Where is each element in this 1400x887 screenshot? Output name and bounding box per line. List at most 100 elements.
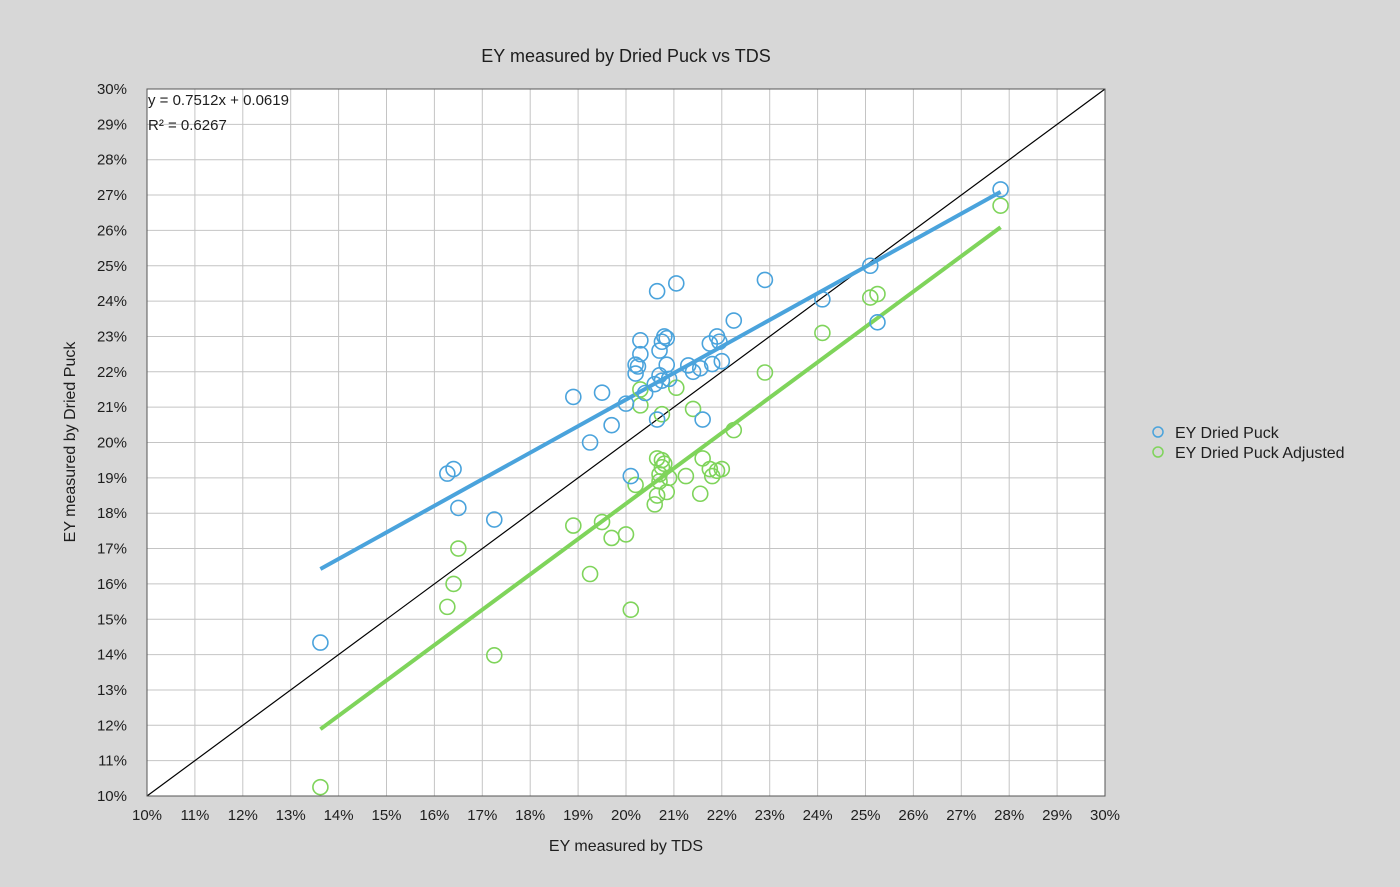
data-point-ey-dried-puck xyxy=(725,312,743,329)
x-tick-label: 22% xyxy=(707,807,737,824)
data-point-ey-dried-puck-adjusted xyxy=(869,285,886,303)
data-point-ey-dried-puck xyxy=(861,257,879,275)
data-point-ey-dried-puck xyxy=(667,275,685,292)
y-tick-label: 27% xyxy=(97,187,127,204)
data-point-ey-dried-puck xyxy=(648,282,666,300)
x-tick-label: 16% xyxy=(419,807,449,824)
data-point-ey-dried-puck-adjusted xyxy=(581,565,599,583)
legend-label-ey-dried-puck: EY Dried Puck xyxy=(1175,425,1280,442)
x-tick-label: 13% xyxy=(276,807,306,824)
data-point-ey-dried-puck-adjusted xyxy=(617,526,635,543)
plot-border xyxy=(146,88,1106,797)
x-tick-label: 29% xyxy=(1042,807,1072,824)
chart-title: EY measured by Dried Puck vs TDS xyxy=(481,46,770,66)
data-point-ey-dried-puck xyxy=(756,271,774,289)
data-point-ey-dried-puck xyxy=(648,411,666,428)
data-point-ey-dried-puck-adjusted xyxy=(646,496,664,513)
data-point-ey-dried-puck xyxy=(450,499,467,517)
data-point-ey-dried-puck xyxy=(713,352,731,370)
y-tick-label: 19% xyxy=(97,470,127,487)
data-point-ey-dried-puck xyxy=(627,356,644,374)
x-tick-label: 21% xyxy=(659,807,689,824)
data-point-ey-dried-puck xyxy=(622,467,640,485)
x-tick-label: 11% xyxy=(180,807,209,824)
trendline-equation: y = 0.7512x + 0.0619 xyxy=(148,92,289,109)
data-point-ey-dried-puck xyxy=(565,388,582,406)
y-tick-label: 26% xyxy=(97,222,127,239)
y-tick-label: 30% xyxy=(97,81,127,98)
x-tick-label: 25% xyxy=(850,807,880,824)
data-point-ey-dried-puck-adjusted xyxy=(653,451,671,469)
y-tick-label: 18% xyxy=(97,505,127,522)
data-point-ey-dried-puck-adjusted xyxy=(593,513,611,531)
data-point-ey-dried-puck xyxy=(658,329,676,347)
data-point-ey-dried-puck-adjusted xyxy=(632,381,649,398)
data-point-ey-dried-puck-adjusted xyxy=(439,598,456,616)
x-tick-labels: 10% 11% 12% 13% 14% 15% 16% 17% 18% 19% 20% 21% 22% 2… xyxy=(132,807,1120,824)
data-point-ey-dried-puck xyxy=(653,372,671,389)
legend-marker-ey-dried-puck-adjusted xyxy=(1152,446,1164,458)
data-point-ey-dried-puck-adjusted xyxy=(701,460,719,478)
y-tick-label: 10% xyxy=(97,788,127,805)
data-point-ey-dried-puck xyxy=(581,434,599,451)
data-point-ey-dried-puck-adjusted xyxy=(725,421,743,439)
x-tick-label: 12% xyxy=(228,807,258,824)
data-point-ey-dried-puck-adjusted xyxy=(713,460,731,478)
data-point-ey-dried-puck-adjusted xyxy=(450,540,467,557)
y-tick-label: 25% xyxy=(97,258,127,275)
data-point-ey-dried-puck-adjusted xyxy=(653,405,671,423)
data-point-ey-dried-puck-adjusted xyxy=(756,364,774,381)
legend: EY Dried Puck EY Dried Puck Adjusted xyxy=(1152,425,1345,462)
data-point-ey-dried-puck xyxy=(636,384,654,402)
data-point-ey-dried-puck xyxy=(617,395,635,412)
data-point-ey-dried-puck xyxy=(632,332,649,349)
reference-line-layer xyxy=(146,88,1106,797)
data-point-ey-dried-puck xyxy=(660,370,678,388)
data-point-ey-dried-puck-adjusted xyxy=(677,467,695,485)
y-axis-title: EY measured by Dried Puck xyxy=(62,341,79,543)
data-point-ey-dried-puck xyxy=(603,416,620,434)
x-tick-label: 19% xyxy=(563,807,593,824)
y-tick-label: 14% xyxy=(97,647,127,664)
y-tick-label: 20% xyxy=(97,435,127,452)
data-point-ey-dried-puck-adjusted xyxy=(565,517,582,534)
grid-lines xyxy=(146,88,1106,797)
x-tick-label: 17% xyxy=(467,807,497,824)
data-point-ey-dried-puck xyxy=(445,460,462,478)
y-tick-label: 21% xyxy=(97,399,127,416)
y-tick-label: 16% xyxy=(97,576,127,593)
data-point-ey-dried-puck xyxy=(691,359,709,377)
y-tick-label: 29% xyxy=(97,116,127,133)
data-point-ey-dried-puck-adjusted xyxy=(485,647,503,664)
data-point-ey-dried-puck-adjusted xyxy=(691,485,709,503)
data-point-ey-dried-puck xyxy=(629,358,647,375)
legend-marker-ey-dried-puck xyxy=(1152,426,1164,438)
data-point-ey-dried-puck xyxy=(814,291,831,308)
x-axis-title: EY measured by TDS xyxy=(549,838,703,855)
x-tick-label: 28% xyxy=(994,807,1024,824)
x-tick-label: 14% xyxy=(324,807,354,824)
data-point-ey-dried-puck-adjusted xyxy=(627,476,644,494)
x-tick-label: 30% xyxy=(1090,807,1120,824)
data-point-ey-dried-puck xyxy=(656,328,673,345)
data-point-ey-dried-puck-adjusted xyxy=(312,778,329,796)
x-tick-label: 23% xyxy=(755,807,785,824)
y-tick-label: 22% xyxy=(97,364,127,381)
y-tick-labels: 10% 11% 12% 13% 14% 15% 16% 17% 18% 19% 20% 21% 22% 2… xyxy=(97,81,127,805)
data-point-ey-dried-puck xyxy=(711,333,728,351)
x-tick-label: 20% xyxy=(611,807,641,824)
x-tick-label: 10% xyxy=(132,807,162,824)
data-point-ey-dried-puck xyxy=(694,411,711,428)
data-point-ey-dried-puck-adjusted xyxy=(445,575,462,593)
data-point-ey-dried-puck-adjusted xyxy=(814,324,831,342)
data-point-ey-dried-puck xyxy=(992,181,1009,198)
trendline-ey-dried-puck-adjusted xyxy=(319,225,1002,731)
y-tick-label: 13% xyxy=(97,682,127,699)
data-point-ey-dried-puck-adjusted xyxy=(660,469,678,487)
y-tick-label: 17% xyxy=(97,541,127,558)
reference-line-y-equals-x xyxy=(146,88,1106,797)
x-tick-label: 18% xyxy=(515,807,545,824)
data-point-ey-dried-puck-adjusted xyxy=(992,197,1009,214)
y-tick-label: 23% xyxy=(97,328,127,345)
data-point-ey-dried-puck xyxy=(627,365,644,382)
